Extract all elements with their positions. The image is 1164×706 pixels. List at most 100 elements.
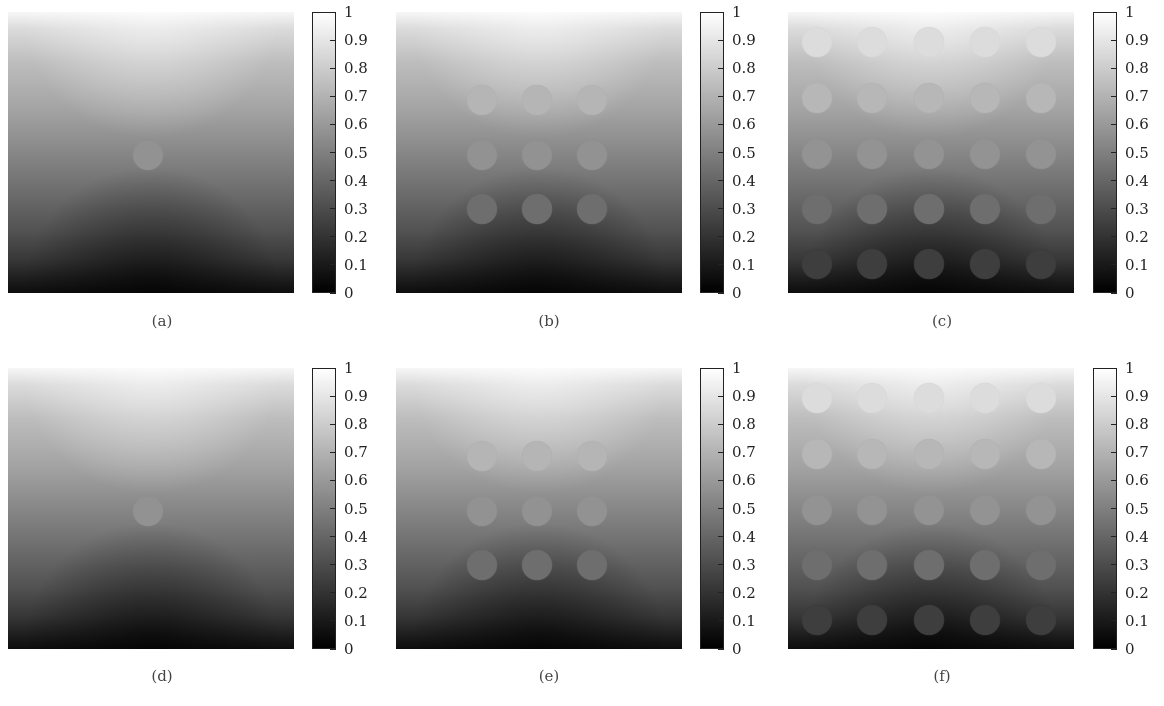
colorbar-tick-label: 0.6 [732, 115, 756, 133]
colorbar-tick-label: 0.6 [1125, 471, 1149, 489]
colorbar-tick [330, 396, 336, 397]
colorbar-tick-label: 0.2 [1125, 228, 1149, 246]
colorbar-tick [1111, 124, 1117, 125]
colorbar-tick [718, 620, 724, 621]
colorbar-tick [718, 564, 724, 565]
panel-caption: (d) [151, 667, 173, 685]
inclusion [466, 139, 498, 171]
colorbar-tick [718, 152, 724, 153]
colorbar-tick-label: 1 [732, 359, 742, 377]
inclusion [856, 438, 888, 470]
inclusion [801, 193, 833, 225]
inclusion [969, 248, 1001, 280]
inclusion [969, 494, 1001, 526]
colorbar-tick-label: 0.6 [344, 471, 368, 489]
inclusion [466, 440, 498, 472]
heatmap-a [8, 12, 294, 293]
colorbar-tick [1111, 424, 1117, 425]
inclusion [801, 494, 833, 526]
colorbar-tick [330, 12, 336, 13]
inclusion [913, 494, 945, 526]
colorbar-tick [718, 424, 724, 425]
colorbar-tick [1111, 649, 1117, 650]
colorbar-tick [330, 124, 336, 125]
colorbar-tick-label: 0.5 [344, 500, 368, 518]
colorbar-tick-label: 0.1 [732, 256, 756, 274]
colorbar-tick-label: 0.9 [732, 31, 756, 49]
colorbar-tick [1111, 208, 1117, 209]
colorbar-tick-label: 0 [1125, 284, 1135, 302]
inclusion [801, 604, 833, 636]
colorbar-tick-label: 0.6 [344, 115, 368, 133]
colorbar-tick-label: 0.3 [732, 556, 756, 574]
colorbar-tick [330, 40, 336, 41]
inclusion [969, 138, 1001, 170]
colorbar-tick-label: 0.7 [344, 87, 368, 105]
colorbar-tick [718, 452, 724, 453]
colorbar-tick [1111, 620, 1117, 621]
colorbar-tick-label: 0.2 [732, 228, 756, 246]
inclusion [1025, 193, 1057, 225]
colorbar-tick [1111, 592, 1117, 593]
colorbar-tick [1111, 40, 1117, 41]
colorbar-tick-label: 0.2 [732, 584, 756, 602]
inclusion [969, 382, 1001, 414]
panel-caption: (a) [151, 312, 173, 330]
colorbar-tick-label: 0.5 [732, 500, 756, 518]
inclusion [913, 26, 945, 58]
colorbar-tick [330, 508, 336, 509]
colorbar-tick [330, 592, 336, 593]
inclusion [913, 82, 945, 114]
inclusion [521, 193, 553, 225]
inclusion [1025, 604, 1057, 636]
inclusion [913, 604, 945, 636]
inclusion [132, 495, 164, 527]
inclusion [969, 82, 1001, 114]
colorbar-tick-label: 0.4 [1125, 528, 1149, 546]
colorbar-tick [1111, 564, 1117, 565]
inclusion [913, 248, 945, 280]
inclusion [521, 549, 553, 581]
heatmap-f [788, 368, 1074, 649]
heatmap-b [396, 12, 682, 293]
colorbar-tick [330, 452, 336, 453]
colorbar-tick-label: 0.8 [344, 415, 368, 433]
inclusion [1025, 248, 1057, 280]
colorbar-tick [330, 564, 336, 565]
inclusion [856, 494, 888, 526]
colorbar-tick-label: 0.4 [732, 528, 756, 546]
colorbar-tick [1111, 536, 1117, 537]
colorbar-tick [718, 649, 724, 650]
colorbar-tick-label: 0 [732, 284, 742, 302]
colorbar-tick [330, 424, 336, 425]
colorbar-tick [330, 180, 336, 181]
colorbar-tick-label: 0.2 [1125, 584, 1149, 602]
inclusion [801, 82, 833, 114]
colorbar-tick-label: 0.2 [344, 584, 368, 602]
colorbar-tick-label: 0.5 [344, 144, 368, 162]
inclusion [969, 26, 1001, 58]
colorbar-tick-label: 0 [1125, 640, 1135, 658]
inclusion [856, 82, 888, 114]
colorbar-tick [718, 508, 724, 509]
colorbar-tick [330, 293, 336, 294]
heatmap-e [396, 368, 682, 649]
colorbar-tick-label: 0.3 [1125, 200, 1149, 218]
colorbar-tick-label: 0.1 [732, 612, 756, 630]
inclusion [466, 84, 498, 116]
inclusion [856, 26, 888, 58]
inclusion [856, 604, 888, 636]
colorbar-tick [330, 264, 336, 265]
inclusion [801, 549, 833, 581]
inclusion [856, 138, 888, 170]
inclusion [576, 440, 608, 472]
colorbar-tick-label: 0.1 [344, 256, 368, 274]
colorbar-tick [718, 293, 724, 294]
colorbar-tick-label: 0.4 [1125, 172, 1149, 190]
inclusion [576, 193, 608, 225]
colorbar-tick [330, 649, 336, 650]
colorbar-tick-label: 0.7 [1125, 443, 1149, 461]
colorbar-tick [718, 208, 724, 209]
colorbar-tick [1111, 152, 1117, 153]
inclusion [856, 248, 888, 280]
